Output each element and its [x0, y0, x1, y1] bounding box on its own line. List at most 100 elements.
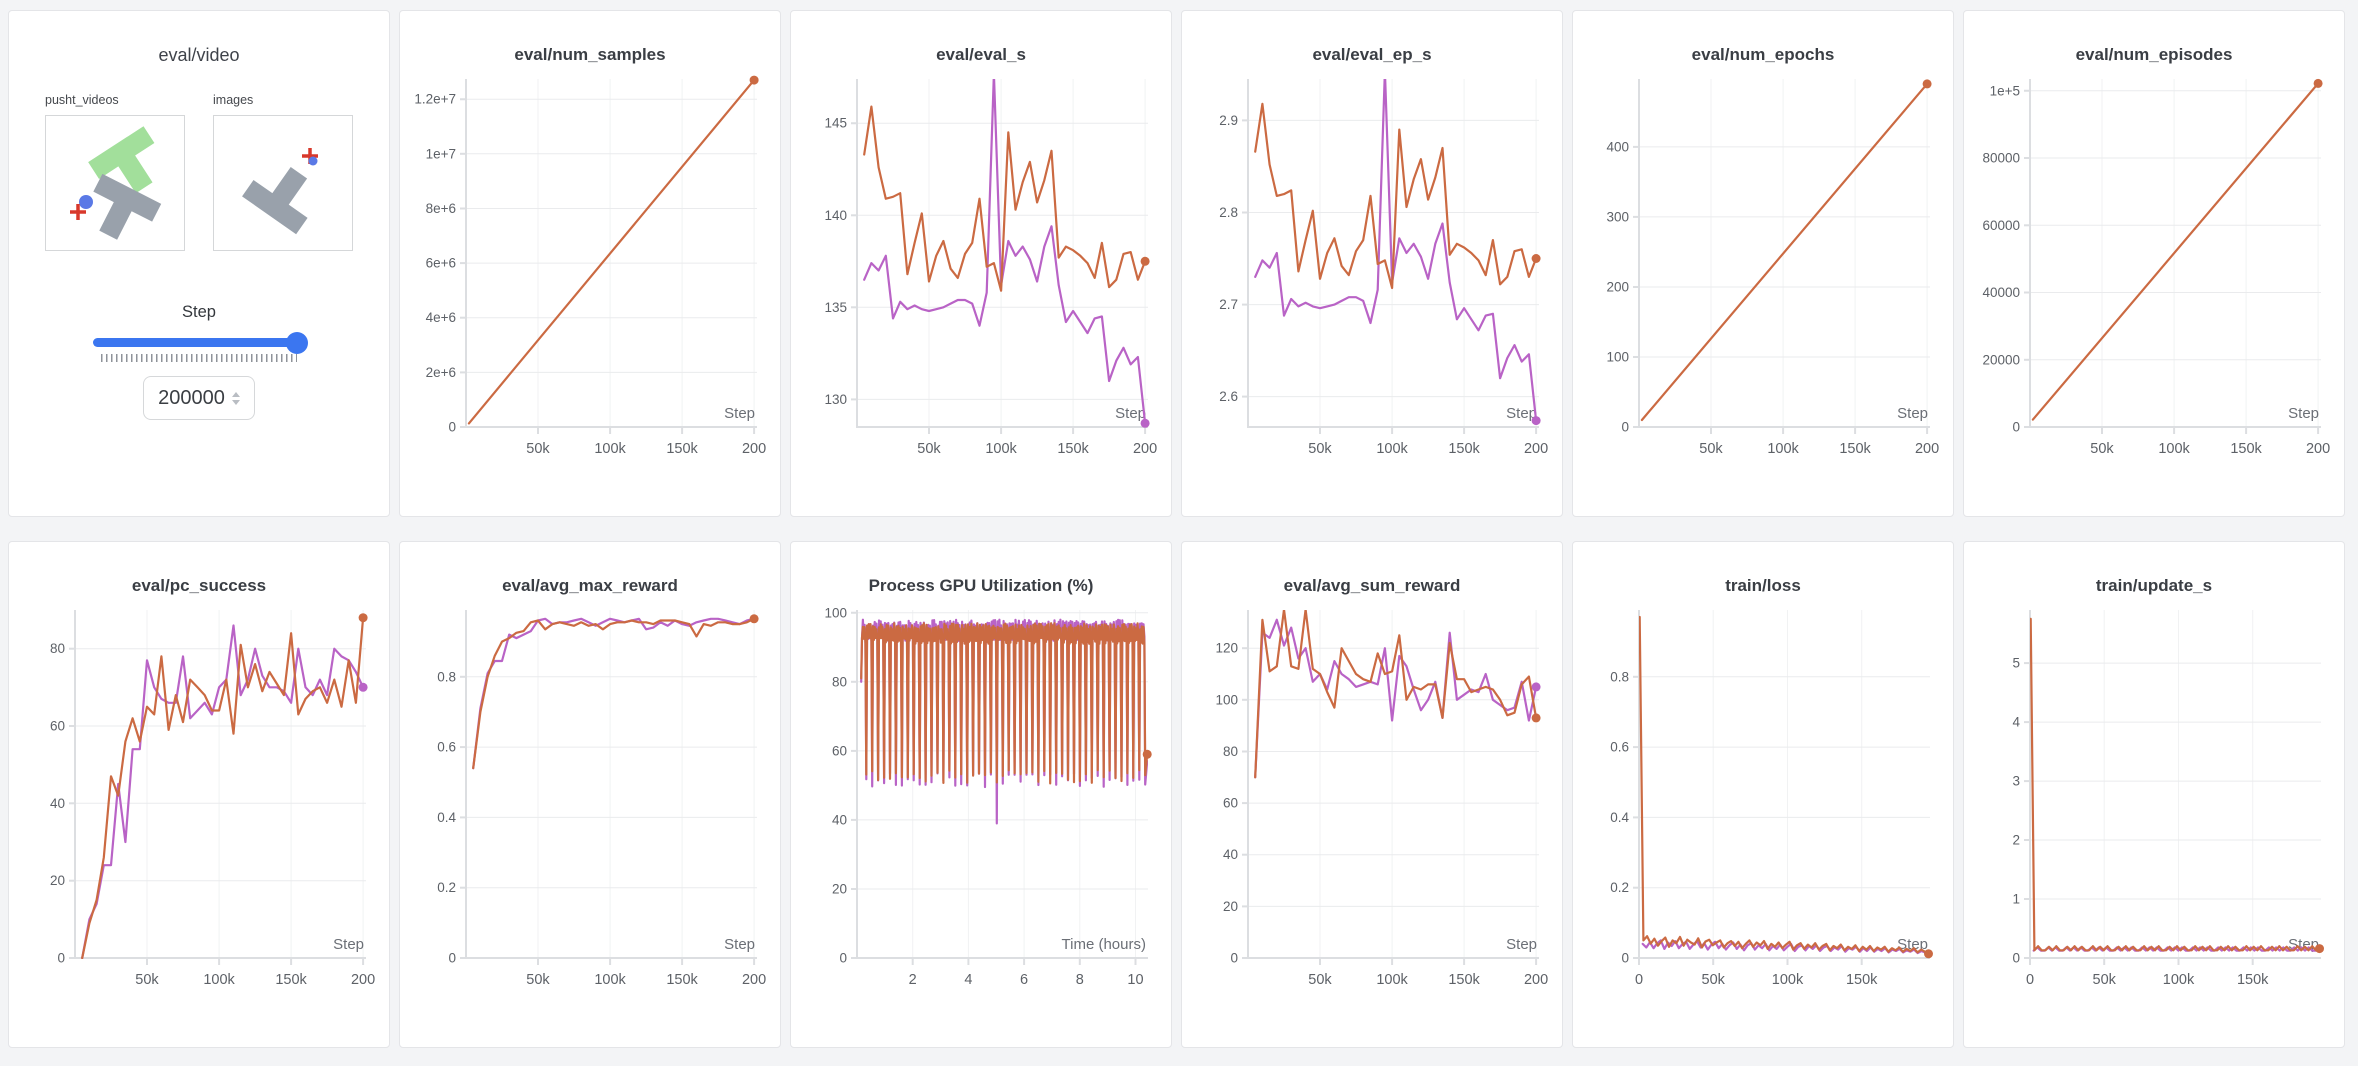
step-slider[interactable] — [93, 331, 308, 354]
panel-eval-eval-s[interactable]: eval/eval_s 130 135 140 145 50k 100k 150k 200 St… — [790, 10, 1172, 517]
svg-text:400: 400 — [1606, 139, 1629, 154]
svg-text:2.7: 2.7 — [1219, 297, 1238, 312]
panel-eval-num-samples[interactable]: eval/num_samples 0 2e+6 4e+6 6e+6 8e+6 1e+7 1.… — [399, 10, 781, 517]
svg-text:150k: 150k — [1448, 441, 1480, 457]
panel-eval-eval-ep-s[interactable]: eval/eval_ep_s 2.6 2.7 2.8 2.9 50k 100k 150k 20… — [1181, 10, 1563, 517]
panel-eval-video[interactable]: eval/video pusht_videos — [8, 10, 390, 517]
svg-text:10: 10 — [1127, 972, 1143, 988]
svg-text:100: 100 — [1215, 692, 1238, 707]
svg-text:100k: 100k — [2163, 972, 2195, 988]
svg-text:0.2: 0.2 — [437, 880, 456, 895]
chart-eval-eval-ep-s: 2.6 2.7 2.8 2.9 50k 100k 150k 200 Step — [1192, 69, 1552, 473]
panel-train-loss[interactable]: train/loss 0 0.2 0.4 0.6 0.8 0 50k 100k 150k Step — [1572, 541, 1954, 1048]
media-label-pusht-videos: pusht_videos — [45, 93, 119, 107]
svg-text:20: 20 — [832, 882, 847, 897]
svg-text:0.6: 0.6 — [1610, 740, 1629, 755]
svg-text:4: 4 — [964, 972, 972, 988]
chart-eval-avg-max-reward: 0 0.2 0.4 0.6 0.8 50k 100k 150k 200 Step — [410, 600, 770, 1004]
panel-eval-avg-sum-reward[interactable]: eval/avg_sum_reward 0 20 40 60 80 100 120 50k 10… — [1181, 541, 1563, 1048]
stepper-down-icon[interactable] — [231, 399, 240, 405]
chart-train-update-s: 0 1 2 3 4 5 0 50k 100k 150k Step — [1974, 600, 2334, 1004]
svg-text:200: 200 — [1524, 441, 1548, 457]
svg-text:100k: 100k — [1767, 441, 1799, 457]
chart-eval-pc-success: 0 20 40 60 80 50k 100k 150k 200 Step — [19, 600, 379, 1004]
svg-text:1: 1 — [2012, 892, 2020, 907]
image-thumbnail[interactable] — [213, 115, 353, 251]
svg-text:50k: 50k — [526, 972, 550, 988]
chart-title: train/loss — [1725, 576, 1801, 595]
svg-text:150k: 150k — [2230, 441, 2262, 457]
svg-text:50k: 50k — [2090, 441, 2114, 457]
svg-text:40: 40 — [832, 812, 847, 827]
svg-text:100: 100 — [1606, 350, 1629, 365]
svg-text:20: 20 — [1223, 899, 1238, 914]
svg-text:Step: Step — [1506, 936, 1537, 953]
svg-text:4e+6: 4e+6 — [426, 310, 456, 325]
panel-gpu-utilization[interactable]: Process GPU Utilization (%) 0 20 40 60 80 100… — [790, 541, 1172, 1048]
chart-title: eval/avg_sum_reward — [1283, 576, 1461, 595]
panel-eval-pc-success[interactable]: eval/pc_success 0 20 40 60 80 50k 100k 150k 200 S… — [8, 541, 390, 1048]
stepper-up-icon[interactable] — [231, 391, 240, 397]
svg-text:200: 200 — [1915, 441, 1939, 457]
svg-text:0: 0 — [2026, 972, 2034, 988]
step-slider-track[interactable] — [93, 338, 305, 347]
svg-text:50k: 50k — [526, 441, 550, 457]
chart-eval-num-epochs: 0 100 200 300 400 50k 100k 150k 200 Step — [1583, 69, 1943, 473]
chart-gpu-utilization: 0 20 40 60 80 100 2 4 6 8 10 Time (hours) — [801, 600, 1161, 1004]
svg-text:80: 80 — [50, 641, 65, 656]
svg-text:Step: Step — [1115, 405, 1146, 422]
chart-eval-num-episodes: 0 20000 40000 60000 80000 1e+5 50k 100k 150k 200 S… — [1974, 69, 2334, 473]
step-input-value[interactable]: 200000 — [158, 386, 225, 409]
panel-eval-avg-max-reward[interactable]: eval/avg_max_reward 0 0.2 0.4 0.6 0.8 50k 100k… — [399, 541, 781, 1048]
svg-text:8e+6: 8e+6 — [426, 201, 456, 216]
svg-text:2.6: 2.6 — [1219, 389, 1238, 404]
svg-text:80000: 80000 — [1982, 151, 2020, 166]
step-slider-thumb[interactable] — [286, 331, 308, 354]
svg-text:100: 100 — [824, 605, 847, 620]
svg-text:200: 200 — [2306, 441, 2330, 457]
svg-text:0: 0 — [1635, 972, 1643, 988]
svg-text:2: 2 — [2012, 833, 2020, 848]
svg-text:0: 0 — [1621, 951, 1629, 966]
svg-text:0.8: 0.8 — [437, 669, 456, 684]
svg-text:6: 6 — [1020, 972, 1028, 988]
svg-text:150k: 150k — [275, 972, 307, 988]
target-tee-green-icon — [88, 126, 155, 194]
step-input-stepper[interactable] — [231, 391, 240, 405]
svg-text:60: 60 — [832, 743, 847, 758]
svg-text:Step: Step — [724, 405, 755, 422]
goal-cross-icon — [70, 204, 86, 220]
svg-text:40000: 40000 — [1982, 285, 2020, 300]
step-input[interactable]: 200000 — [143, 376, 255, 420]
svg-text:50k: 50k — [1702, 972, 1726, 988]
svg-text:80: 80 — [1223, 744, 1238, 759]
chart-title: eval/avg_max_reward — [502, 576, 678, 595]
svg-text:140: 140 — [824, 208, 847, 223]
media-label-images: images — [213, 93, 254, 107]
svg-text:50k: 50k — [1699, 441, 1723, 457]
svg-text:0.8: 0.8 — [1610, 669, 1629, 684]
panel-eval-num-episodes[interactable]: eval/num_episodes 0 20000 40000 60000 80000 1… — [1963, 10, 2345, 517]
svg-text:4: 4 — [2012, 715, 2020, 730]
svg-text:60: 60 — [50, 719, 65, 734]
svg-text:200: 200 — [1524, 972, 1548, 988]
svg-text:150k: 150k — [1057, 441, 1089, 457]
svg-text:Step: Step — [333, 936, 364, 953]
video-thumbnail-pusht[interactable] — [45, 115, 185, 251]
svg-text:Time (hours): Time (hours) — [1062, 936, 1146, 953]
svg-text:1e+5: 1e+5 — [1990, 83, 2020, 98]
svg-text:150k: 150k — [666, 441, 698, 457]
block-tee-gray-icon — [242, 166, 308, 235]
svg-text:1.2e+7: 1.2e+7 — [414, 92, 456, 107]
svg-text:100k: 100k — [594, 441, 626, 457]
panel-train-update-s[interactable]: train/update_s 0 1 2 3 4 5 0 50k 100k 150k Step — [1963, 541, 2345, 1048]
svg-text:0.2: 0.2 — [1610, 880, 1629, 895]
panel-eval-num-epochs[interactable]: eval/num_epochs 0 100 200 300 400 50k 100k 150k… — [1572, 10, 1954, 517]
svg-text:120: 120 — [1215, 641, 1238, 656]
svg-text:0: 0 — [2012, 951, 2020, 966]
svg-text:145: 145 — [824, 116, 847, 131]
chart-title: train/update_s — [2095, 576, 2213, 595]
chart-title: eval/num_samples — [514, 45, 666, 64]
svg-text:50k: 50k — [1308, 972, 1332, 988]
